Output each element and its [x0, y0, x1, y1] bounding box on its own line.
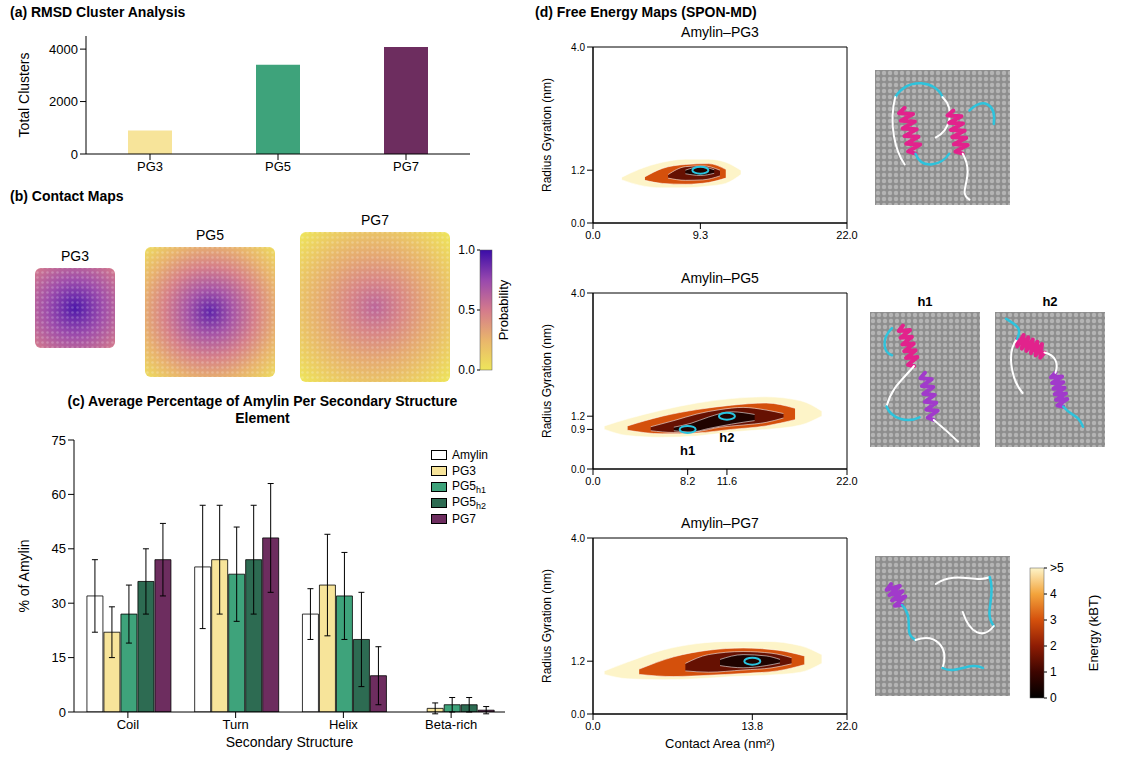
html-text:(c) Average Percentage of Amyl: (c) Average Percentage of Amylin Per Sec… — [67, 393, 458, 426]
svg-text:1.2: 1.2 — [571, 656, 585, 667]
svg-text:PG5: PG5 — [265, 159, 291, 174]
html-text:Contact Area (nm²): Contact Area (nm²) — [665, 736, 775, 751]
svg-text:Probability: Probability — [496, 279, 511, 340]
svg-text:75: 75 — [52, 433, 66, 448]
svg-text:1.2: 1.2 — [571, 165, 585, 176]
html-text:Amylin–PG5: Amylin–PG5 — [681, 270, 759, 286]
svg-text:11.6: 11.6 — [717, 475, 738, 487]
svg-text:22.0: 22.0 — [836, 229, 857, 241]
svg-text:0.0: 0.0 — [571, 709, 585, 720]
html-text:(b) Contact Maps: (b) Contact Maps — [10, 188, 124, 204]
svg-text:0.0: 0.0 — [571, 464, 585, 475]
html-text:Amylin: Amylin — [452, 448, 488, 462]
svg-text:2: 2 — [1050, 639, 1057, 653]
svg-text:4.0: 4.0 — [571, 288, 585, 299]
svg-text:1.2: 1.2 — [571, 411, 585, 422]
svg-text:45: 45 — [52, 541, 66, 556]
svg-text:0: 0 — [59, 705, 66, 720]
html-text:Radius Gyration (nm): Radius Gyration (nm) — [540, 324, 554, 438]
html-text:Radius Gyration (nm): Radius Gyration (nm) — [540, 78, 554, 192]
svg-text:Energy (kBT): Energy (kBT) — [1086, 595, 1101, 672]
svg-text:Helix: Helix — [329, 717, 358, 732]
svg-text:22.0: 22.0 — [836, 475, 857, 487]
svg-text:Coil: Coil — [117, 717, 140, 732]
svg-text:2000: 2000 — [49, 94, 78, 109]
html-text:Amylin–PG7: Amylin–PG7 — [681, 515, 759, 531]
svg-text:0.0: 0.0 — [585, 720, 600, 732]
html-text:% of Amylin: % of Amylin — [16, 539, 32, 613]
svg-text:h1: h1 — [680, 443, 695, 458]
html-text:Radius Gyration (nm): Radius Gyration (nm) — [540, 569, 554, 683]
svg-text:8.2: 8.2 — [680, 475, 695, 487]
html-text:h1: h1 — [917, 294, 933, 309]
svg-text:0.5: 0.5 — [458, 303, 475, 317]
svg-text:Beta-rich: Beta-rich — [425, 717, 477, 732]
svg-text:0.0: 0.0 — [585, 475, 600, 487]
svg-text:0.9: 0.9 — [571, 424, 585, 435]
svg-text:4.0: 4.0 — [571, 533, 585, 544]
svg-text:60: 60 — [52, 487, 66, 502]
svg-text:h2: h2 — [719, 430, 734, 445]
svg-text:30: 30 — [52, 596, 66, 611]
html-text:Secondary Structure: Secondary Structure — [225, 734, 354, 750]
html-text:Total Clusters: Total Clusters — [16, 52, 32, 138]
html-text:PG5h1: PG5h1 — [452, 478, 486, 496]
svg-text:4.0: 4.0 — [571, 42, 585, 53]
svg-text:0.0: 0.0 — [458, 363, 475, 377]
svg-text:4000: 4000 — [49, 42, 78, 57]
svg-text:0.0: 0.0 — [571, 218, 585, 229]
svg-text:PG5: PG5 — [196, 227, 224, 243]
svg-text:1: 1 — [1050, 665, 1057, 679]
svg-text:22.0: 22.0 — [836, 720, 857, 732]
html-text:h2: h2 — [1042, 294, 1058, 309]
svg-text:0: 0 — [71, 147, 78, 162]
svg-text:PG7: PG7 — [393, 159, 419, 174]
svg-text:>5: >5 — [1050, 561, 1064, 575]
svg-text:15: 15 — [52, 650, 66, 665]
svg-text:Turn: Turn — [223, 717, 249, 732]
html-text:PG5h2: PG5h2 — [452, 494, 486, 512]
svg-text:PG3: PG3 — [137, 159, 163, 174]
svg-text:0: 0 — [1050, 691, 1057, 705]
html-text:Amylin–PG3: Amylin–PG3 — [681, 24, 759, 40]
svg-text:0.0: 0.0 — [585, 229, 600, 241]
svg-text:13.8: 13.8 — [742, 720, 763, 732]
html-text:(a) RMSD Cluster Analysis: (a) RMSD Cluster Analysis — [10, 4, 186, 20]
html-text:PG3: PG3 — [452, 464, 476, 478]
html-text:PG7: PG7 — [452, 512, 476, 526]
svg-text:1.0: 1.0 — [458, 243, 475, 257]
svg-text:4: 4 — [1050, 587, 1057, 601]
html-text:(d) Free Energy Maps (SPON-MD): (d) Free Energy Maps (SPON-MD) — [535, 4, 757, 20]
svg-text:PG3: PG3 — [61, 248, 89, 264]
svg-text:3: 3 — [1050, 613, 1057, 627]
svg-text:9.3: 9.3 — [693, 229, 708, 241]
svg-text:PG7: PG7 — [361, 212, 389, 228]
